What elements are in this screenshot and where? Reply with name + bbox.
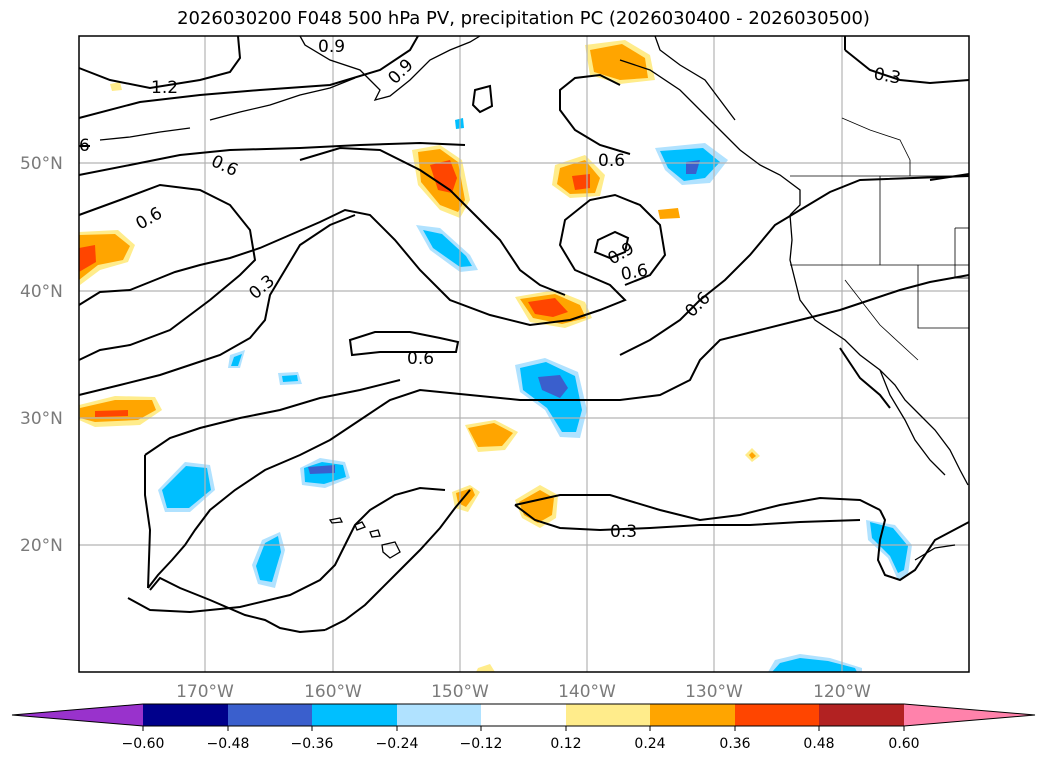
- colorbar-tick-label: −0.36: [291, 736, 334, 752]
- precip-blob: [870, 522, 908, 573]
- contour-label: 6: [79, 136, 90, 156]
- precip-blob: [231, 354, 242, 366]
- precip-blob: [430, 160, 457, 193]
- colorbar-tick-label: −0.60: [122, 736, 165, 752]
- contour-label: 0.3: [610, 522, 637, 542]
- colorbar-tick-label: 0.12: [550, 736, 581, 752]
- contour-label: 0.6: [619, 261, 649, 285]
- precip-blob: [79, 234, 130, 280]
- latitude-labels: 50°N 40°N 30°N 20°N: [20, 154, 63, 556]
- colorbar-tick-label: −0.48: [207, 736, 250, 752]
- lon-label: 130°W: [685, 682, 743, 702]
- lon-label: 140°W: [558, 682, 616, 702]
- borders: [790, 117, 969, 361]
- contour-label: 0.3: [872, 64, 902, 88]
- map-background: [79, 36, 969, 672]
- precip-blob: [282, 375, 298, 382]
- colorbar-tick-label: 0.48: [803, 736, 834, 752]
- colorbar-segment: [735, 704, 819, 726]
- colorbar-tick-label: 0.24: [634, 736, 665, 752]
- lat-label: 30°N: [20, 409, 63, 429]
- precip-blob: [110, 82, 122, 91]
- colorbar-tick-label: −0.24: [376, 736, 419, 752]
- lat-label: 50°N: [20, 154, 63, 174]
- colorbar-tick-label: 0.60: [888, 736, 919, 752]
- contour-label: 0.9: [318, 37, 345, 57]
- colorbar-segment: [481, 704, 566, 726]
- map-border: [78, 35, 970, 673]
- colorbar-segment: [143, 704, 228, 726]
- map-title: 2026030200 F048 500 hPa PV, precipitatio…: [177, 8, 870, 29]
- lon-label: 160°W: [304, 682, 362, 702]
- precip-blob: [590, 44, 648, 80]
- precip-blob: [256, 536, 281, 582]
- colorbar-segment: [12, 704, 143, 726]
- lon-label: 150°W: [431, 682, 489, 702]
- colorbar-segment: [819, 704, 904, 726]
- precip-blob: [658, 208, 680, 219]
- contour-label: 1.2: [151, 78, 178, 98]
- precip-blob: [468, 423, 513, 447]
- precip-blob: [572, 174, 590, 190]
- colorbar-tick-label: −0.12: [460, 736, 503, 752]
- precip-blob: [749, 452, 756, 459]
- precip-blob: [162, 466, 211, 508]
- pv-contours: [78, 35, 970, 634]
- colorbar-segment: [397, 704, 481, 726]
- colorbar-segment: [650, 704, 735, 726]
- lon-label: 170°W: [176, 682, 234, 702]
- precip-blob: [528, 298, 568, 317]
- lat-label: 40°N: [20, 282, 63, 302]
- coastlines: [99, 35, 969, 561]
- colorbar-segment: [228, 704, 312, 726]
- contour-label: 0.6: [598, 151, 625, 171]
- lat-label: 20°N: [20, 536, 63, 556]
- contour-label: 0.6: [407, 349, 434, 369]
- gridlines: [79, 36, 969, 672]
- precip-blob: [772, 658, 857, 672]
- precip-blob: [520, 362, 582, 432]
- precip-blob: [538, 375, 568, 398]
- colorbar-tick-label: 0.36: [719, 736, 750, 752]
- colorbar: −0.60 −0.48 −0.36 −0.24 −0.12 0.12 0.24 …: [11, 703, 1036, 752]
- longitude-labels: 170°W 160°W 150°W 140°W 130°W 120°W: [176, 682, 871, 702]
- precip-blob: [79, 245, 96, 272]
- colorbar-segment: [904, 704, 1035, 726]
- precip-blob: [95, 410, 128, 417]
- colorbar-segment: [312, 704, 397, 726]
- precip-blob: [308, 465, 335, 474]
- precip-blob: [476, 664, 495, 672]
- colorbar-segment: [566, 704, 650, 726]
- lon-label: 120°W: [813, 682, 871, 702]
